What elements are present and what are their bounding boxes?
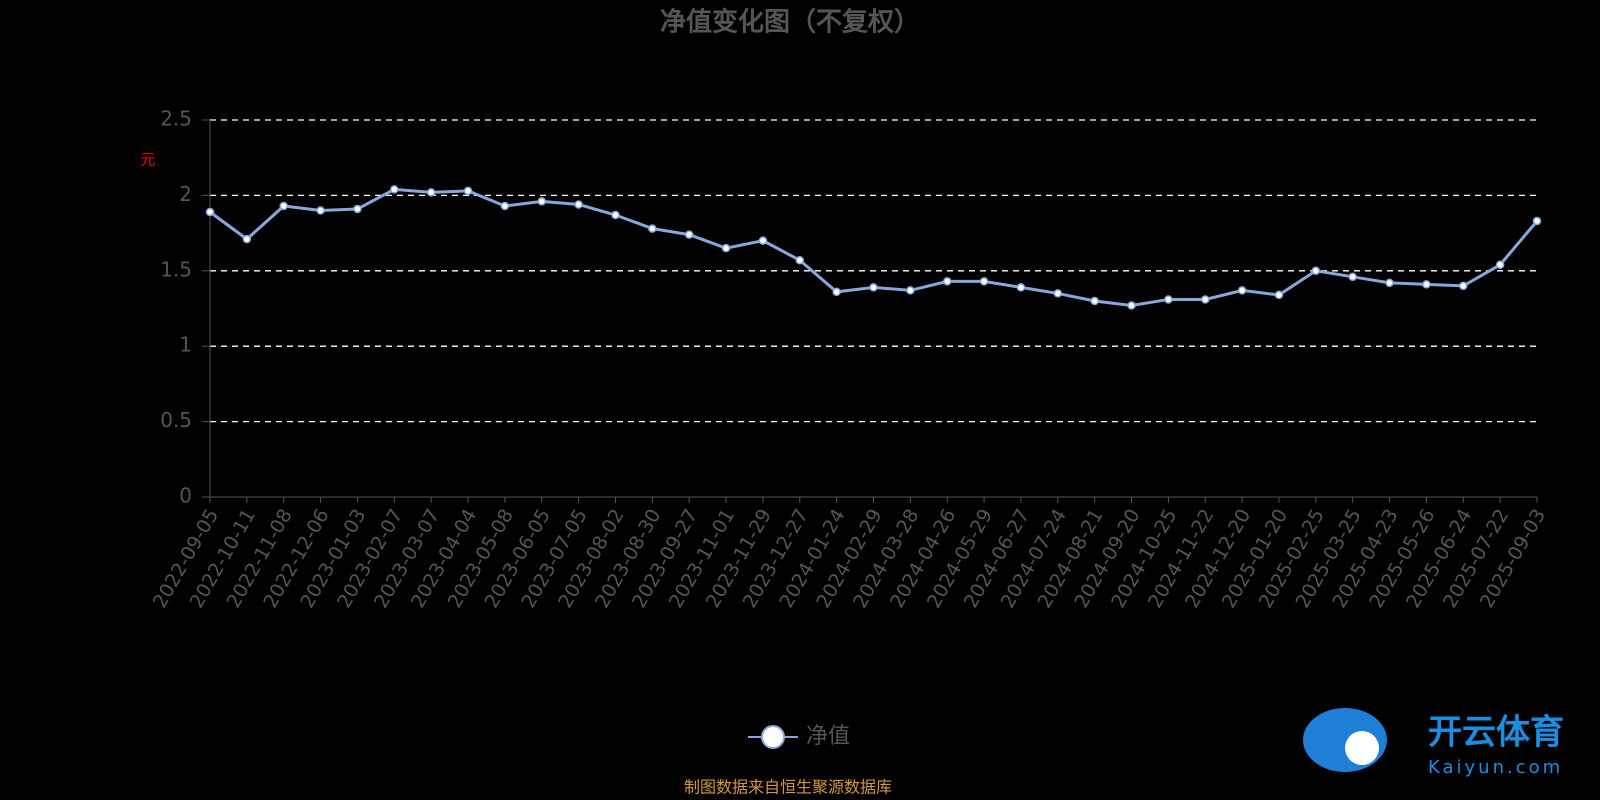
data-point xyxy=(463,186,473,196)
data-point xyxy=(979,277,989,286)
data-point xyxy=(721,243,731,253)
data-point xyxy=(869,283,878,292)
data-point xyxy=(316,206,325,215)
data-point xyxy=(758,236,768,245)
data-point xyxy=(906,286,915,295)
data-point xyxy=(390,185,399,194)
chart-title: 净值变化图（不复权） xyxy=(660,7,920,38)
data-point xyxy=(242,234,252,244)
watermark-brand: 开云体育 xyxy=(1428,713,1564,753)
data-point xyxy=(426,188,436,197)
y-tick-label: 1 xyxy=(179,333,192,357)
data-point xyxy=(832,287,841,297)
y-tick-label: 2.5 xyxy=(160,107,192,131)
data-point xyxy=(1016,283,1026,292)
data-point xyxy=(353,204,362,214)
data-point xyxy=(1090,296,1099,306)
data-point xyxy=(1237,286,1247,295)
watermark-site: Kaiyun.com xyxy=(1428,757,1563,778)
data-point xyxy=(1348,272,1357,282)
data-point xyxy=(1385,278,1394,288)
y-tick-label: 0.5 xyxy=(160,408,192,432)
legend-label: 净值 xyxy=(806,724,850,749)
logo-ball xyxy=(1345,731,1379,765)
data-point xyxy=(1495,260,1505,270)
data-point xyxy=(1164,295,1173,304)
data-point xyxy=(1053,289,1063,298)
y-tick-label: 2 xyxy=(179,182,192,206)
data-point xyxy=(205,207,215,217)
data-point xyxy=(684,230,694,239)
data-point xyxy=(537,197,546,206)
data-point xyxy=(648,224,657,233)
data-point xyxy=(795,255,805,265)
y-tick-label: 0 xyxy=(179,484,192,508)
data-point xyxy=(574,200,583,209)
data-point xyxy=(500,201,510,211)
legend-marker xyxy=(761,725,785,749)
data-point xyxy=(1274,290,1284,300)
data-point xyxy=(942,277,952,286)
y-tick-label: 1.5 xyxy=(160,257,192,281)
data-point xyxy=(279,201,288,211)
data-point xyxy=(1422,280,1431,289)
watermark: 开云体育 Kaiyun.com xyxy=(1303,708,1564,778)
data-point xyxy=(1532,216,1542,226)
data-point xyxy=(1459,281,1468,291)
data-point xyxy=(1201,295,1210,304)
data-point xyxy=(611,210,620,220)
y-axis-label: 元 xyxy=(140,151,155,169)
data-point xyxy=(1127,301,1136,310)
source-note: 制图数据来自恒生聚源数据库 xyxy=(684,778,892,797)
data-point xyxy=(1311,266,1321,276)
